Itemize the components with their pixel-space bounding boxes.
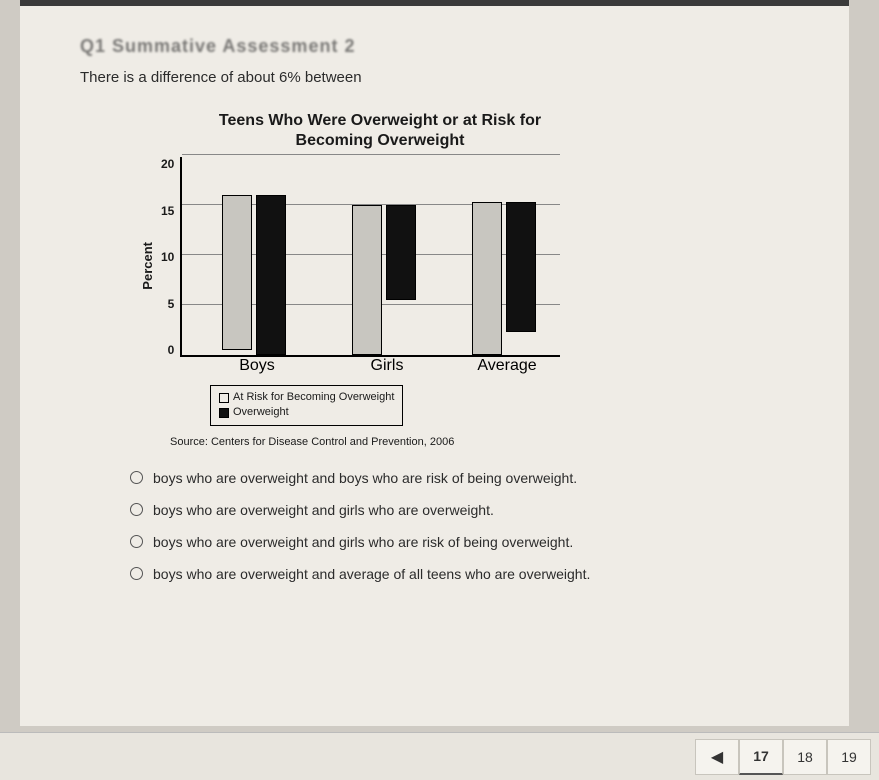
chart-area: Percent 20 15 10 5 0 Boys Girls Average	[140, 157, 809, 375]
legend-label: At Risk for Becoming Overweight	[233, 390, 394, 405]
bar-overweight	[506, 202, 536, 332]
chart-block: Teens Who Were Overweight or at Risk for…	[140, 111, 809, 448]
answer-option[interactable]: boys who are overweight and average of a…	[130, 566, 809, 582]
radio-icon	[130, 535, 143, 548]
answer-option[interactable]: boys who are overweight and boys who are…	[130, 470, 809, 486]
y-axis-label: Percent	[140, 242, 155, 290]
legend-label: Overweight	[233, 405, 289, 420]
radio-icon	[130, 503, 143, 516]
legend-swatch-dark	[219, 408, 229, 418]
ytick: 5	[168, 297, 175, 311]
bar-at-risk	[352, 205, 382, 355]
pager-footer: ◀ 17 18 19	[0, 732, 879, 780]
bar-overweight	[386, 205, 416, 300]
xtick: Average	[477, 357, 536, 375]
prev-page-button[interactable]: ◀	[695, 739, 739, 775]
chart-plot-area	[180, 157, 560, 357]
ytick: 20	[161, 157, 174, 171]
radio-icon	[130, 471, 143, 484]
question-page: Q1 Summative Assessment 2 There is a dif…	[20, 6, 849, 726]
bar-group	[222, 195, 286, 355]
page-number-button[interactable]: 18	[783, 739, 827, 775]
ytick: 10	[161, 250, 174, 264]
option-text: boys who are overweight and girls who ar…	[153, 534, 573, 550]
option-text: boys who are overweight and girls who ar…	[153, 502, 494, 518]
answer-option[interactable]: boys who are overweight and girls who ar…	[130, 534, 809, 550]
chart-title: Teens Who Were Overweight or at Risk for…	[180, 111, 580, 151]
page-number-button[interactable]: 19	[827, 739, 871, 775]
legend-item: Overweight	[219, 405, 394, 420]
xtick: Boys	[239, 357, 275, 375]
page-number-button[interactable]: 17	[739, 739, 783, 775]
bar-group	[352, 205, 416, 355]
chart-source: Source: Centers for Disease Control and …	[170, 436, 809, 448]
legend-item: At Risk for Becoming Overweight	[219, 390, 394, 405]
chart-legend: At Risk for Becoming Overweight Overweig…	[210, 385, 403, 426]
legend-swatch-light	[219, 393, 229, 403]
bar-group	[472, 202, 536, 355]
bar-at-risk	[222, 195, 252, 350]
radio-icon	[130, 567, 143, 580]
ytick: 15	[161, 204, 174, 218]
option-text: boys who are overweight and average of a…	[153, 566, 590, 582]
xtick: Girls	[371, 357, 404, 375]
ytick: 0	[168, 343, 175, 357]
y-axis-ticks: 20 15 10 5 0	[161, 157, 180, 357]
x-axis-ticks: Boys Girls Average	[185, 357, 565, 375]
bar-overweight	[256, 195, 286, 355]
question-stem: There is a difference of about 6% betwee…	[80, 69, 809, 86]
answer-option[interactable]: boys who are overweight and girls who ar…	[130, 502, 809, 518]
bar-at-risk	[472, 202, 502, 355]
gridline	[182, 154, 560, 155]
assessment-header: Q1 Summative Assessment 2	[80, 36, 809, 57]
option-text: boys who are overweight and boys who are…	[153, 470, 577, 486]
answer-options: boys who are overweight and boys who are…	[130, 470, 809, 582]
